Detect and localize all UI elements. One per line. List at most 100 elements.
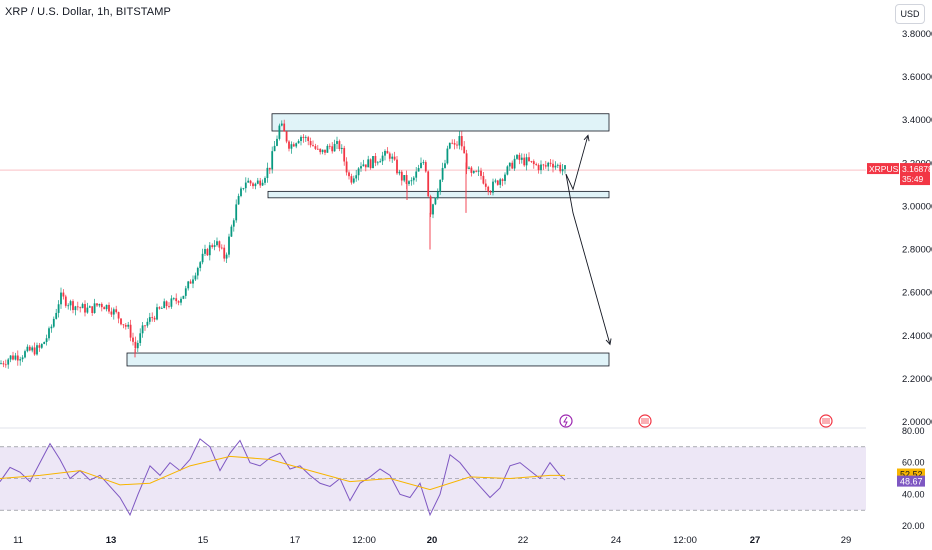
candle-body: [369, 159, 372, 169]
rsi-axis-label: 40.00: [902, 489, 925, 499]
candle-body: [38, 345, 41, 348]
candle-body: [480, 170, 482, 176]
candle-body: [148, 317, 151, 322]
candle-body: [554, 165, 557, 168]
candle-body: [506, 166, 509, 175]
rsi-badge: [897, 475, 925, 487]
candle-body: [448, 142, 451, 149]
candle-body: [542, 164, 545, 166]
rsi-ma-badge: [897, 468, 925, 480]
candle-body: [338, 141, 341, 150]
price-axis-label: 2.00000: [902, 417, 932, 428]
candle-body: [482, 175, 485, 184]
candle-body: [374, 156, 377, 163]
candle-body: [43, 342, 46, 344]
candle-body: [158, 307, 161, 309]
zone-rect-1: [271, 113, 610, 132]
candle-body: [314, 146, 317, 149]
candle-body: [117, 312, 120, 319]
price-axis-label: 3.80000: [902, 29, 932, 40]
candle-body: [501, 179, 504, 181]
time-axis-label: 15: [198, 535, 209, 546]
candle-body: [67, 305, 70, 307]
candle-body: [271, 151, 274, 170]
candle-body: [136, 342, 139, 349]
lightning-glyph: [563, 416, 568, 427]
candle-body: [0, 363, 2, 365]
candle-body: [441, 167, 444, 180]
candle-body: [384, 150, 386, 156]
candle-body: [408, 181, 410, 184]
candle-body: [328, 145, 331, 147]
candle-body: [381, 155, 384, 162]
candle-body: [132, 337, 134, 342]
candle-body: [160, 308, 163, 309]
candle-body: [544, 165, 547, 167]
candle-body: [124, 325, 127, 327]
candle-body: [187, 281, 190, 289]
candle-body: [302, 136, 305, 138]
candle-body: [396, 159, 398, 174]
time-axis-label: 11: [13, 535, 23, 546]
projection-arrow-1: [565, 135, 589, 191]
candle-body: [463, 146, 466, 154]
candle-body: [364, 164, 367, 168]
candle-body: [204, 249, 206, 254]
candle-body: [201, 253, 204, 263]
candle-body: [21, 357, 24, 360]
rsi-axis-label: 80.00: [902, 426, 925, 436]
candle-body: [268, 167, 271, 170]
candle-body: [403, 175, 406, 181]
candle-body: [177, 301, 180, 303]
candle-body: [410, 180, 413, 182]
price-axis-label: 2.20000: [902, 374, 932, 385]
candle-body: [86, 307, 89, 313]
candle-body: [144, 325, 146, 327]
candle-body: [415, 171, 418, 178]
candle-body: [163, 301, 166, 309]
candle-body: [532, 161, 535, 165]
candle-body: [211, 245, 214, 247]
candle-body: [12, 355, 14, 360]
candle-body: [28, 346, 31, 351]
candle-body: [228, 236, 230, 255]
candle-body: [55, 312, 58, 319]
candle-body: [230, 226, 233, 237]
candle-body: [360, 166, 362, 169]
candle-body: [264, 178, 266, 183]
candle-body: [62, 292, 65, 297]
candle-body: [357, 168, 360, 176]
candle-body: [16, 355, 19, 361]
candle-body: [4, 364, 7, 366]
candle-body: [249, 180, 252, 184]
currency-button[interactable]: USD: [895, 4, 925, 24]
price-badge-value: 3.16878: [902, 164, 932, 174]
candle-body: [2, 363, 5, 365]
candle-body: [237, 195, 240, 205]
candle-body: [290, 144, 293, 149]
candle-body: [326, 145, 329, 153]
candle-body: [436, 191, 439, 198]
candle-body: [492, 181, 494, 193]
candle-body: [235, 204, 238, 221]
candle-body: [156, 307, 158, 320]
candle-body: [422, 162, 425, 163]
candle-body: [304, 137, 307, 139]
candle-body: [273, 145, 276, 152]
candle-body: [19, 359, 22, 361]
candle-body: [110, 311, 113, 315]
candle-body: [444, 163, 446, 168]
candle-body: [552, 163, 554, 168]
candle-body: [36, 345, 38, 355]
candle-body: [427, 171, 430, 197]
rsi-axis-label: 60.00: [902, 458, 925, 468]
candle-body: [523, 157, 526, 166]
zone-rect-3: [126, 352, 610, 367]
candle-body: [292, 144, 295, 147]
candle-body: [40, 343, 43, 348]
candle-body: [487, 186, 490, 192]
candle-body: [216, 241, 218, 246]
candle-body: [225, 254, 228, 259]
candle-body: [72, 301, 74, 311]
